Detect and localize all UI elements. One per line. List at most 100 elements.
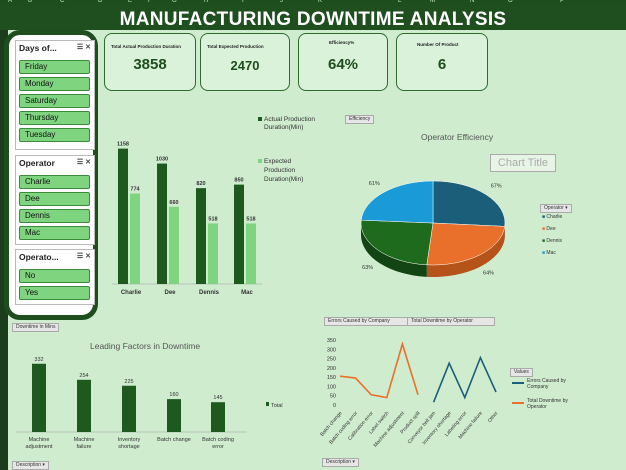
bar-factor-3: [167, 399, 181, 432]
pivot-field-errors-company[interactable]: Errors Caused by Company: [324, 317, 412, 326]
slicer-days: Days of... ☰ ✕ Friday Monday Saturday Th…: [15, 40, 95, 150]
pie-label: 61%: [369, 181, 380, 187]
title-bar: MANUFACTURING DOWNTIME ANALYSIS: [0, 6, 626, 30]
pivot-field-description[interactable]: Description ▾: [12, 461, 49, 470]
slicer-operator-error-title: Operato...: [19, 252, 59, 262]
leading-factors-title: Leading Factors in Downtime: [90, 341, 201, 351]
slicer-item-no[interactable]: No: [19, 269, 90, 283]
column-letter: B: [28, 0, 33, 4]
dashboard-title: MANUFACTURING DOWNTIME ANALYSIS: [119, 9, 507, 30]
legend-expected-line3: Duration(Min): [264, 176, 303, 183]
column-header-strip: A B C D E F G H I J K L M N O P: [0, 0, 626, 6]
y-tick-label: 200: [327, 366, 336, 372]
category-label: Mac: [241, 290, 253, 296]
pivot-field-total-downtime[interactable]: Total Downtime by Operator: [407, 317, 495, 326]
y-tick-label: 0: [333, 403, 336, 409]
bar-value-label: 660: [169, 200, 178, 206]
y-tick-label: 150: [327, 375, 336, 381]
slicer-item-mac[interactable]: Mac: [19, 226, 90, 240]
column-letter: J: [280, 0, 283, 4]
bar-factor-4: [211, 402, 225, 432]
legend-label: Total Downtime by Operator: [527, 398, 568, 410]
y-tick-label: 350: [327, 338, 336, 344]
pie-chart-title: Operator Efficiency: [421, 132, 494, 142]
leading-factors-chart: 332Machineadjustment254Machinefailure225…: [16, 357, 283, 450]
column-letter: P: [560, 0, 565, 4]
pie-legend-header: Operator ▾: [540, 204, 572, 213]
bar-value-label: 1158: [117, 142, 129, 148]
pie-label: 63%: [362, 265, 373, 271]
bar-factor-0: [32, 363, 46, 432]
slicer-item-charlie[interactable]: Charlie: [19, 175, 90, 189]
bar-value-label: 225: [124, 379, 133, 385]
pivot-field-description[interactable]: Description ▾: [322, 458, 359, 467]
category-label: Machine: [29, 437, 50, 443]
slicer-operator-error: Operato... ☰ ✕ No Yes: [15, 249, 95, 305]
category-label: Machine: [74, 437, 95, 443]
chart-title-placeholder[interactable]: Chart Title: [490, 154, 556, 172]
slicer-item-dee[interactable]: Dee: [19, 192, 90, 206]
legend-label: Mac: [546, 250, 556, 256]
legend-line-teal: [512, 382, 524, 384]
category-label: Dennis: [199, 290, 220, 296]
bar-factor-2: [122, 385, 136, 432]
bar-value-label: 518: [208, 216, 217, 222]
bar-dennis-1: [208, 223, 218, 284]
kpi-expected-production: Total Expected Production 2470: [200, 33, 290, 91]
bar-value-label: 774: [130, 187, 140, 193]
column-letter: I: [242, 0, 244, 4]
bar-value-label: 518: [246, 216, 255, 222]
slicer-item-friday[interactable]: Friday: [19, 60, 90, 74]
slicer-days-header: Days of... ☰ ✕: [16, 41, 94, 57]
slicer-item-thursday[interactable]: Thursday: [19, 111, 90, 125]
bar-mac-1: [246, 223, 256, 284]
column-letter: N: [470, 0, 475, 4]
kpi-label: Number Of Product: [417, 42, 459, 47]
pivot-field-efficiency[interactable]: Efficiency: [345, 115, 375, 124]
line-series-0: [339, 341, 419, 399]
legend-bullet: ■: [542, 238, 546, 244]
bar-value-label: 850: [234, 178, 243, 184]
pivot-field-downtime[interactable]: Downtime in Mins: [12, 323, 60, 332]
slicer-item-dennis[interactable]: Dennis: [19, 209, 90, 223]
legend-line-orange: [512, 402, 524, 404]
pie-slice-mac: [360, 180, 434, 224]
filter-icons[interactable]: ☰ ✕: [76, 159, 91, 166]
operator-efficiency-pie: 67% 64% 63% 61%: [360, 180, 506, 277]
filter-icons[interactable]: ☰ ✕: [76, 253, 91, 260]
column-letter: E: [128, 0, 133, 4]
slicer-item-monday[interactable]: Monday: [19, 77, 90, 91]
pie-side-dennis: [361, 223, 427, 277]
legend-item: Errors Caused by Company: [512, 378, 582, 398]
pie-legend: ■ Charlie ■ Dee ■ Dennis ■ Mac: [542, 214, 582, 262]
category-label: error: [212, 444, 224, 450]
operator-legend-label: Operator: [544, 205, 564, 211]
slicer-days-title: Days of...: [19, 43, 57, 53]
column-letter: H: [204, 0, 209, 4]
column-letter: M: [430, 0, 435, 4]
legend-swatch-total: [266, 402, 269, 406]
y-tick-label: 50: [330, 394, 336, 400]
pie-slice-dennis: [360, 219, 434, 266]
legend-label: Charlie: [546, 214, 563, 220]
line-legend: Errors Caused by Company Total Downtime …: [512, 378, 582, 418]
filter-icons[interactable]: ☰ ✕: [76, 44, 91, 51]
bar-dee-0: [157, 163, 167, 284]
kpi-label: Total Actual Production Duration: [111, 44, 181, 49]
legend-bullet: ■: [542, 214, 546, 220]
production-duration-chart: 1158 774 Charlie 1030 660 Dee 820 518 Dennis 850 5…: [112, 116, 315, 296]
bar-value-label: 1030: [156, 157, 168, 163]
slicer-item-saturday[interactable]: Saturday: [19, 94, 90, 108]
slicer-item-tuesday[interactable]: Tuesday: [19, 128, 90, 142]
category-label: adjustment: [26, 444, 53, 450]
kpi-value: 3858: [133, 56, 167, 73]
category-label: Dee: [164, 290, 176, 296]
legend-bullet: ■: [542, 226, 546, 232]
legend-total-label: Total: [271, 403, 283, 409]
slicer-item-yes[interactable]: Yes: [19, 286, 90, 300]
bar-value-label: 332: [34, 357, 43, 363]
category-label: Inventory: [118, 437, 141, 443]
slicer-operator: Operator ☰ ✕ Charlie Dee Dennis Mac: [15, 155, 95, 245]
pie-label: 64%: [483, 271, 494, 277]
